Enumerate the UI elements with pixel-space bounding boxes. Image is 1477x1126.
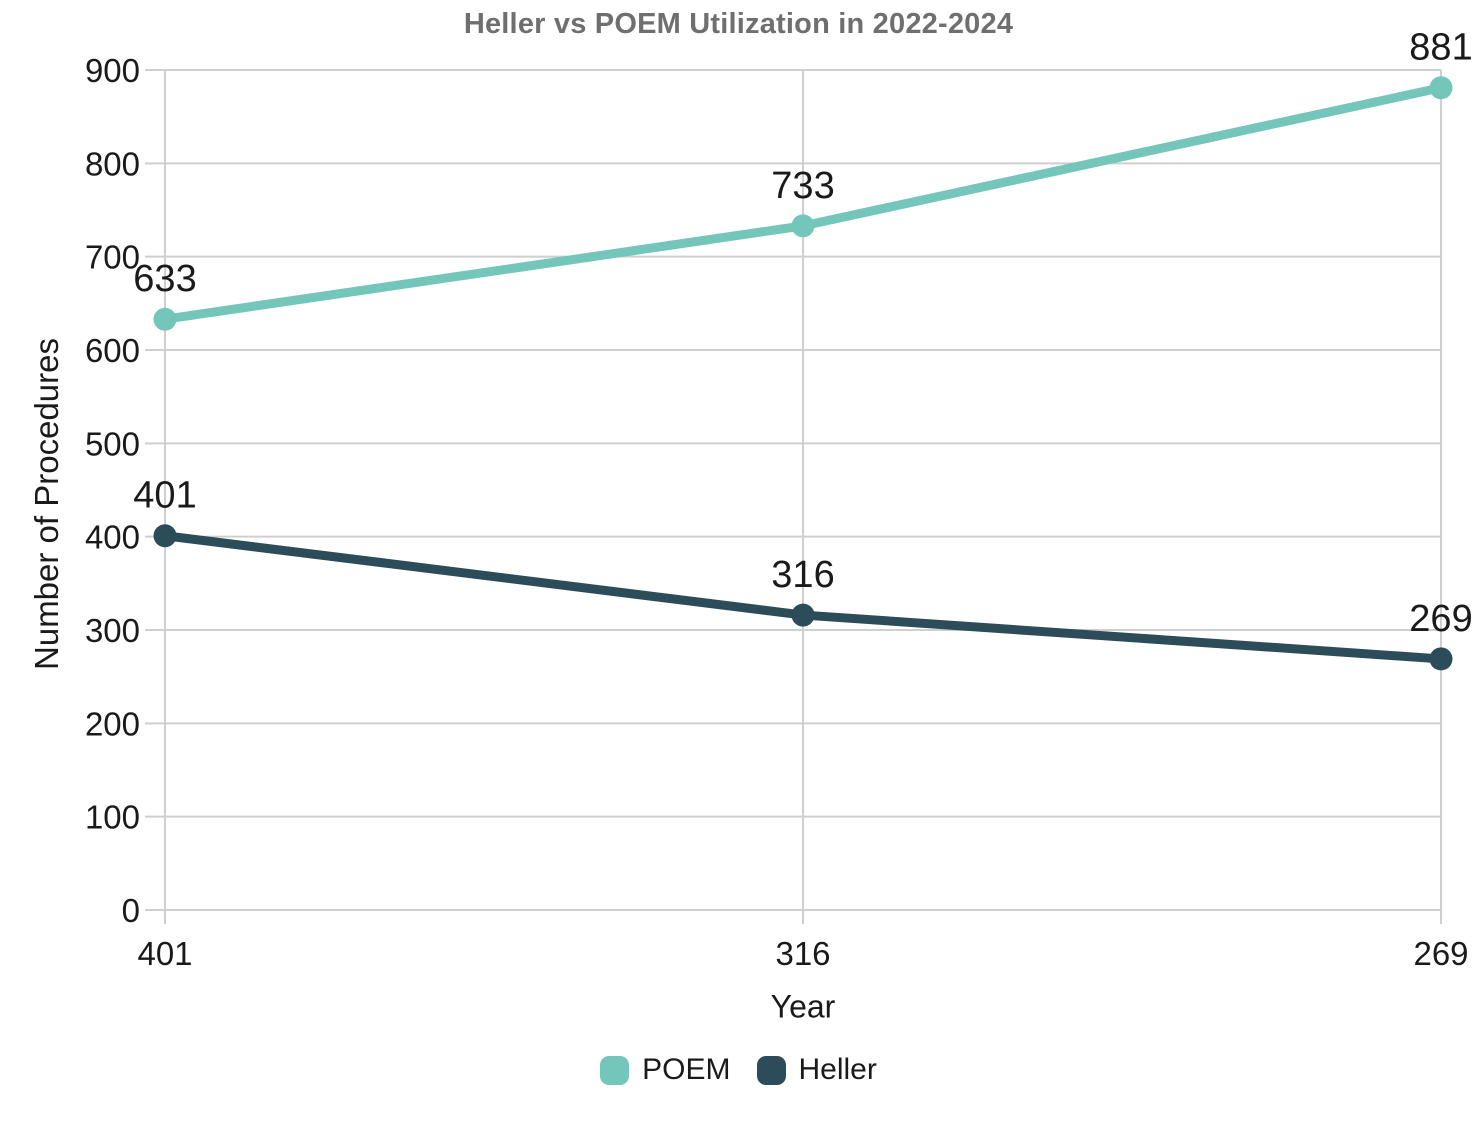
data-point-poem — [153, 307, 177, 331]
data-label-poem: 881 — [1409, 27, 1472, 69]
y-tick-label: 100 — [85, 799, 140, 836]
x-axis-title: Year — [770, 988, 836, 1025]
data-label-heller: 401 — [133, 475, 196, 517]
y-tick-label: 400 — [85, 519, 140, 556]
y-tick-label: 800 — [85, 145, 140, 182]
data-label-poem: 733 — [771, 165, 834, 207]
poem-legend-label: POEM — [642, 1053, 731, 1086]
y-tick-label: 0 — [122, 892, 140, 929]
y-tick-label: 300 — [85, 612, 140, 649]
y-tick-label: 900 — [85, 52, 140, 89]
poem-legend-swatch — [600, 1055, 630, 1085]
heller-legend-swatch — [756, 1055, 786, 1085]
data-label-heller: 316 — [771, 554, 834, 596]
legend-item-heller[interactable]: Heller — [756, 1053, 877, 1087]
data-label-poem: 633 — [133, 258, 196, 300]
data-point-heller — [153, 524, 177, 548]
y-tick-label: 700 — [85, 239, 140, 276]
legend-item-poem[interactable]: POEM — [600, 1053, 731, 1087]
data-point-poem — [1429, 76, 1453, 100]
y-tick-label: 200 — [85, 705, 140, 742]
y-tick-label: 600 — [85, 332, 140, 369]
x-tick-label: 269 — [1413, 935, 1468, 972]
x-tick-label: 401 — [137, 935, 192, 972]
x-tick-label: 316 — [775, 935, 830, 972]
legend: POEM Heller — [0, 1044, 1477, 1096]
data-point-poem — [791, 214, 815, 238]
y-tick-label: 500 — [85, 425, 140, 462]
data-point-heller — [791, 603, 815, 627]
data-label-heller: 269 — [1409, 598, 1472, 640]
data-point-heller — [1429, 647, 1453, 671]
chart-title: Heller vs POEM Utilization in 2022-2024 — [463, 8, 1014, 40]
heller-legend-label: Heller — [798, 1053, 877, 1086]
